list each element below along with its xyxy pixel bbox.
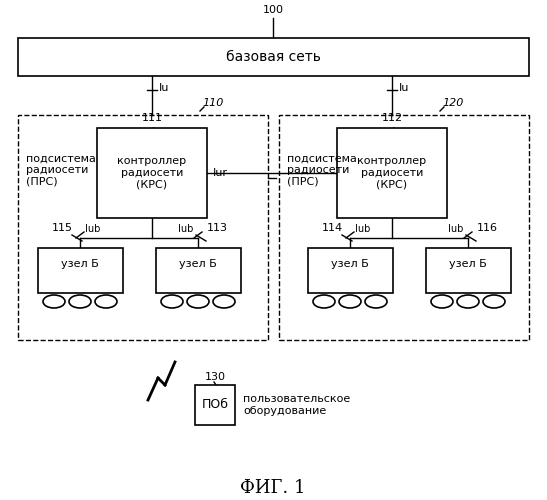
Bar (97, 128, 207, 218)
Bar (279, 115, 529, 340)
Text: 115: 115 (52, 223, 73, 233)
Text: Iub: Iub (447, 224, 463, 234)
Text: 116: 116 (477, 223, 498, 233)
Ellipse shape (457, 295, 479, 308)
Bar (195, 385, 235, 425)
Text: Iur: Iur (213, 168, 228, 178)
Text: базовая сеть: базовая сеть (226, 50, 321, 64)
Text: 114: 114 (322, 223, 343, 233)
Text: ПОб: ПОб (201, 398, 229, 411)
Text: контроллер
радиосети
(КРС): контроллер радиосети (КРС) (357, 156, 427, 190)
Text: 100: 100 (263, 5, 283, 15)
Text: пользовательское
оборудование: пользовательское оборудование (243, 394, 350, 416)
Ellipse shape (213, 295, 235, 308)
Ellipse shape (365, 295, 387, 308)
Ellipse shape (69, 295, 91, 308)
Ellipse shape (431, 295, 453, 308)
Bar (337, 128, 447, 218)
Ellipse shape (43, 295, 65, 308)
Bar (307, 248, 393, 293)
Ellipse shape (161, 295, 183, 308)
Text: 112: 112 (381, 113, 403, 123)
Bar (38, 248, 123, 293)
Text: узел Б: узел Б (449, 259, 487, 269)
Text: 110: 110 (202, 98, 223, 108)
Text: подсистема
радиосети
(ПРС): подсистема радиосети (ПРС) (26, 154, 96, 186)
Text: 130: 130 (205, 372, 225, 382)
Text: узел Б: узел Б (61, 259, 99, 269)
Ellipse shape (95, 295, 117, 308)
Text: 111: 111 (142, 113, 162, 123)
Bar (18, 115, 268, 340)
Text: 113: 113 (207, 223, 228, 233)
Ellipse shape (483, 295, 505, 308)
Ellipse shape (187, 295, 209, 308)
Text: узел Б: узел Б (331, 259, 369, 269)
Bar (155, 248, 241, 293)
Text: подсистема
радиосети
(ПРС): подсистема радиосети (ПРС) (287, 154, 357, 186)
Ellipse shape (313, 295, 335, 308)
Text: ФИГ. 1: ФИГ. 1 (240, 479, 306, 497)
Text: Iub: Iub (85, 224, 101, 234)
Text: Iu: Iu (399, 83, 409, 93)
Text: Iub: Iub (355, 224, 370, 234)
Text: 120: 120 (442, 98, 463, 108)
Text: Iu: Iu (159, 83, 170, 93)
Text: узел Б: узел Б (179, 259, 217, 269)
Bar (426, 248, 510, 293)
Text: контроллер
радиосети
(КРС): контроллер радиосети (КРС) (118, 156, 187, 190)
Bar (18, 38, 529, 76)
Text: Iub: Iub (178, 224, 193, 234)
Ellipse shape (339, 295, 361, 308)
